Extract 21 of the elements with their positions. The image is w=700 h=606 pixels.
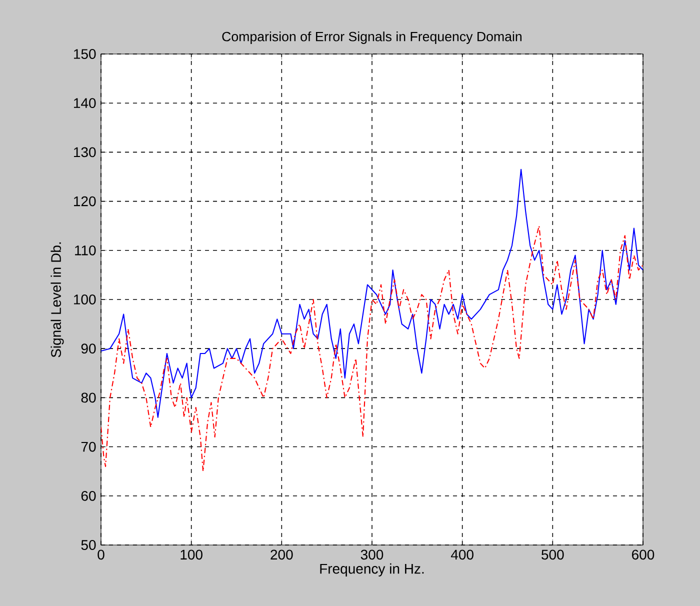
y-tick-label: 80 bbox=[81, 392, 96, 403]
x-axis-title: Frequency in Hz. bbox=[320, 563, 424, 576]
y-axis-title: Signal Level in Db. bbox=[50, 242, 64, 358]
y-tick-label: 130 bbox=[74, 147, 96, 158]
chart-title: Comparision of Error Signals in Frequency Domain bbox=[222, 32, 522, 44]
x-tick-label: 0 bbox=[98, 550, 104, 560]
y-tick-label: 90 bbox=[81, 344, 96, 354]
y-tick-label: 110 bbox=[75, 245, 96, 256]
x-tick-label: 100 bbox=[180, 550, 202, 560]
y-tick-label: 120 bbox=[74, 196, 96, 206]
y-tick-label: 150 bbox=[74, 49, 96, 59]
x-tick-label: 400 bbox=[450, 550, 474, 560]
y-tick-label: 140 bbox=[74, 98, 96, 108]
y-tick-label: 70 bbox=[81, 442, 96, 452]
y-tick-label: 60 bbox=[81, 490, 96, 501]
x-tick-label: 300 bbox=[360, 550, 384, 560]
y-tick-label: 50 bbox=[81, 540, 96, 550]
y-tick-label: 100 bbox=[74, 294, 96, 304]
x-tick-label: 200 bbox=[270, 550, 293, 560]
x-tick-label: 600 bbox=[632, 550, 654, 560]
x-tick-label: 500 bbox=[542, 550, 564, 560]
